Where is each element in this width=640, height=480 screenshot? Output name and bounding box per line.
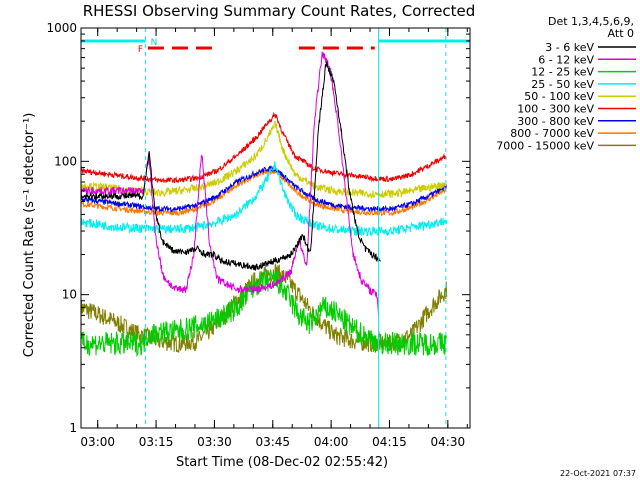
legend-label-1: 6 - 12 keV — [538, 53, 594, 66]
legend-label-3: 25 - 50 keV — [531, 78, 594, 91]
series-line-2 — [80, 268, 447, 357]
legend-label-5: 100 - 300 keV — [517, 103, 594, 116]
footer-timestamp: 22-Oct-2021 07:37 — [560, 469, 636, 478]
x-tick-label-4: 04:00 — [314, 435, 349, 449]
series-line-4 — [80, 120, 447, 199]
plot-area: NF 1 10 100 1000 03:00 03:15 03:30 03:45 04:00 04:… — [46, 21, 471, 449]
plot-frame — [80, 27, 471, 429]
series-line-5 — [80, 111, 447, 184]
series-line-7 — [80, 168, 448, 217]
legend-header-0: Det 1,3,4,5,6,9, — [548, 15, 634, 28]
series-line-3 — [80, 161, 448, 237]
x-axis-label: Start Time (08-Dec-02 02:55:42) — [176, 455, 388, 470]
y-axis-label: Corrected Count Rate (s⁻¹ detector⁻¹) — [22, 113, 37, 358]
legend-label-6: 300 - 800 keV — [517, 115, 594, 128]
y-tick-label-3: 1000 — [46, 21, 77, 35]
legend-header-1: Att 0 — [608, 27, 634, 40]
flare-flag-label: F — [138, 45, 143, 55]
y-tick-label-1: 10 — [62, 288, 77, 302]
x-tick-label-3: 03:45 — [255, 435, 290, 449]
chart-title: RHESSI Observing Summary Count Rates, Co… — [83, 2, 476, 20]
series-line-1 — [80, 51, 380, 317]
legend-label-4: 50 - 100 keV — [524, 90, 594, 103]
y-tick-label-2: 100 — [54, 154, 77, 168]
y-tick-label-0: 1 — [69, 421, 77, 435]
legend-label-0: 3 - 6 keV — [545, 41, 594, 54]
legend-label-2: 12 - 25 keV — [531, 66, 594, 79]
x-tick-label-0: 03:00 — [80, 435, 115, 449]
x-tick-label-5: 04:15 — [372, 435, 407, 449]
night-flag-label: N — [151, 38, 158, 48]
x-tick-label-6: 04:30 — [431, 435, 466, 449]
legend-label-7: 800 - 7000 keV — [510, 127, 594, 140]
series-line-0 — [80, 61, 381, 271]
x-tick-label-2: 03:30 — [197, 435, 232, 449]
legend-label-8: 7000 - 15000 keV — [496, 139, 594, 152]
x-tick-label-1: 03:15 — [139, 435, 174, 449]
series-line-6 — [81, 165, 448, 214]
